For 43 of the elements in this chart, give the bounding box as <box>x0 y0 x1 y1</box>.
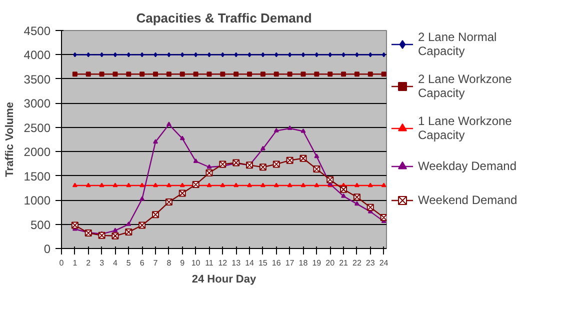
x-tick-label: 17 <box>285 258 295 268</box>
x-tick-label: 8 <box>166 258 172 268</box>
legend-label: 1 Lane Workzone Capacity <box>418 114 512 142</box>
legend-label: Weekday Demand <box>418 159 516 173</box>
x-tick-label: 18 <box>298 258 308 268</box>
x-tick-label: 19 <box>312 258 322 268</box>
y-tick-label: 0 <box>44 242 51 256</box>
x-tick-label: 4 <box>112 258 118 268</box>
x-tick-label: 14 <box>245 258 255 268</box>
x-tick-label: 22 <box>352 258 362 268</box>
y-tick-label: 3500 <box>24 72 51 86</box>
y-tick-label: 4000 <box>24 48 51 62</box>
x-tick-label: 9 <box>180 258 186 268</box>
x-tick-label: 15 <box>258 258 268 268</box>
x-tick-label: 13 <box>232 258 242 268</box>
x-tick-label: 24 <box>379 258 389 268</box>
y-axis-title: Traffic Volume <box>4 102 16 177</box>
y-tick-label: 3000 <box>24 96 51 111</box>
chart-title: Capacities & Traffic Demand <box>136 10 312 26</box>
legend-label: Weekend Demand <box>418 193 518 207</box>
x-tick-label: 0 <box>59 258 64 268</box>
x-tick-label: 16 <box>272 258 282 268</box>
x-tick-label: 20 <box>326 258 336 268</box>
y-tick-label: 4500 <box>24 24 51 38</box>
x-axis-title: 24 Hour Day <box>192 274 257 286</box>
y-tick-label: 1500 <box>24 169 51 184</box>
x-tick-label: 5 <box>126 258 132 268</box>
y-tick-label: 2500 <box>24 120 51 135</box>
legend-label: 2 Lane Workzone Capacity <box>418 72 512 100</box>
x-tick-label: 7 <box>153 258 158 268</box>
x-tick-label: 1 <box>72 258 78 268</box>
x-tick-label: 23 <box>366 258 376 268</box>
y-tick-label: 500 <box>30 218 51 232</box>
x-tick-label: 11 <box>205 258 214 268</box>
y-tick-label: 1000 <box>24 194 51 208</box>
x-tick-label: 6 <box>140 258 145 268</box>
x-tick-label: 2 <box>86 258 92 268</box>
x-tick-label: 10 <box>191 258 201 268</box>
x-tick-label: 12 <box>218 258 228 268</box>
legend-label: 2 Lane Normal Capacity <box>418 30 497 58</box>
x-tick-label: 21 <box>339 258 349 268</box>
y-tick-label: 2000 <box>24 145 51 160</box>
x-tick-label: 3 <box>100 258 105 268</box>
